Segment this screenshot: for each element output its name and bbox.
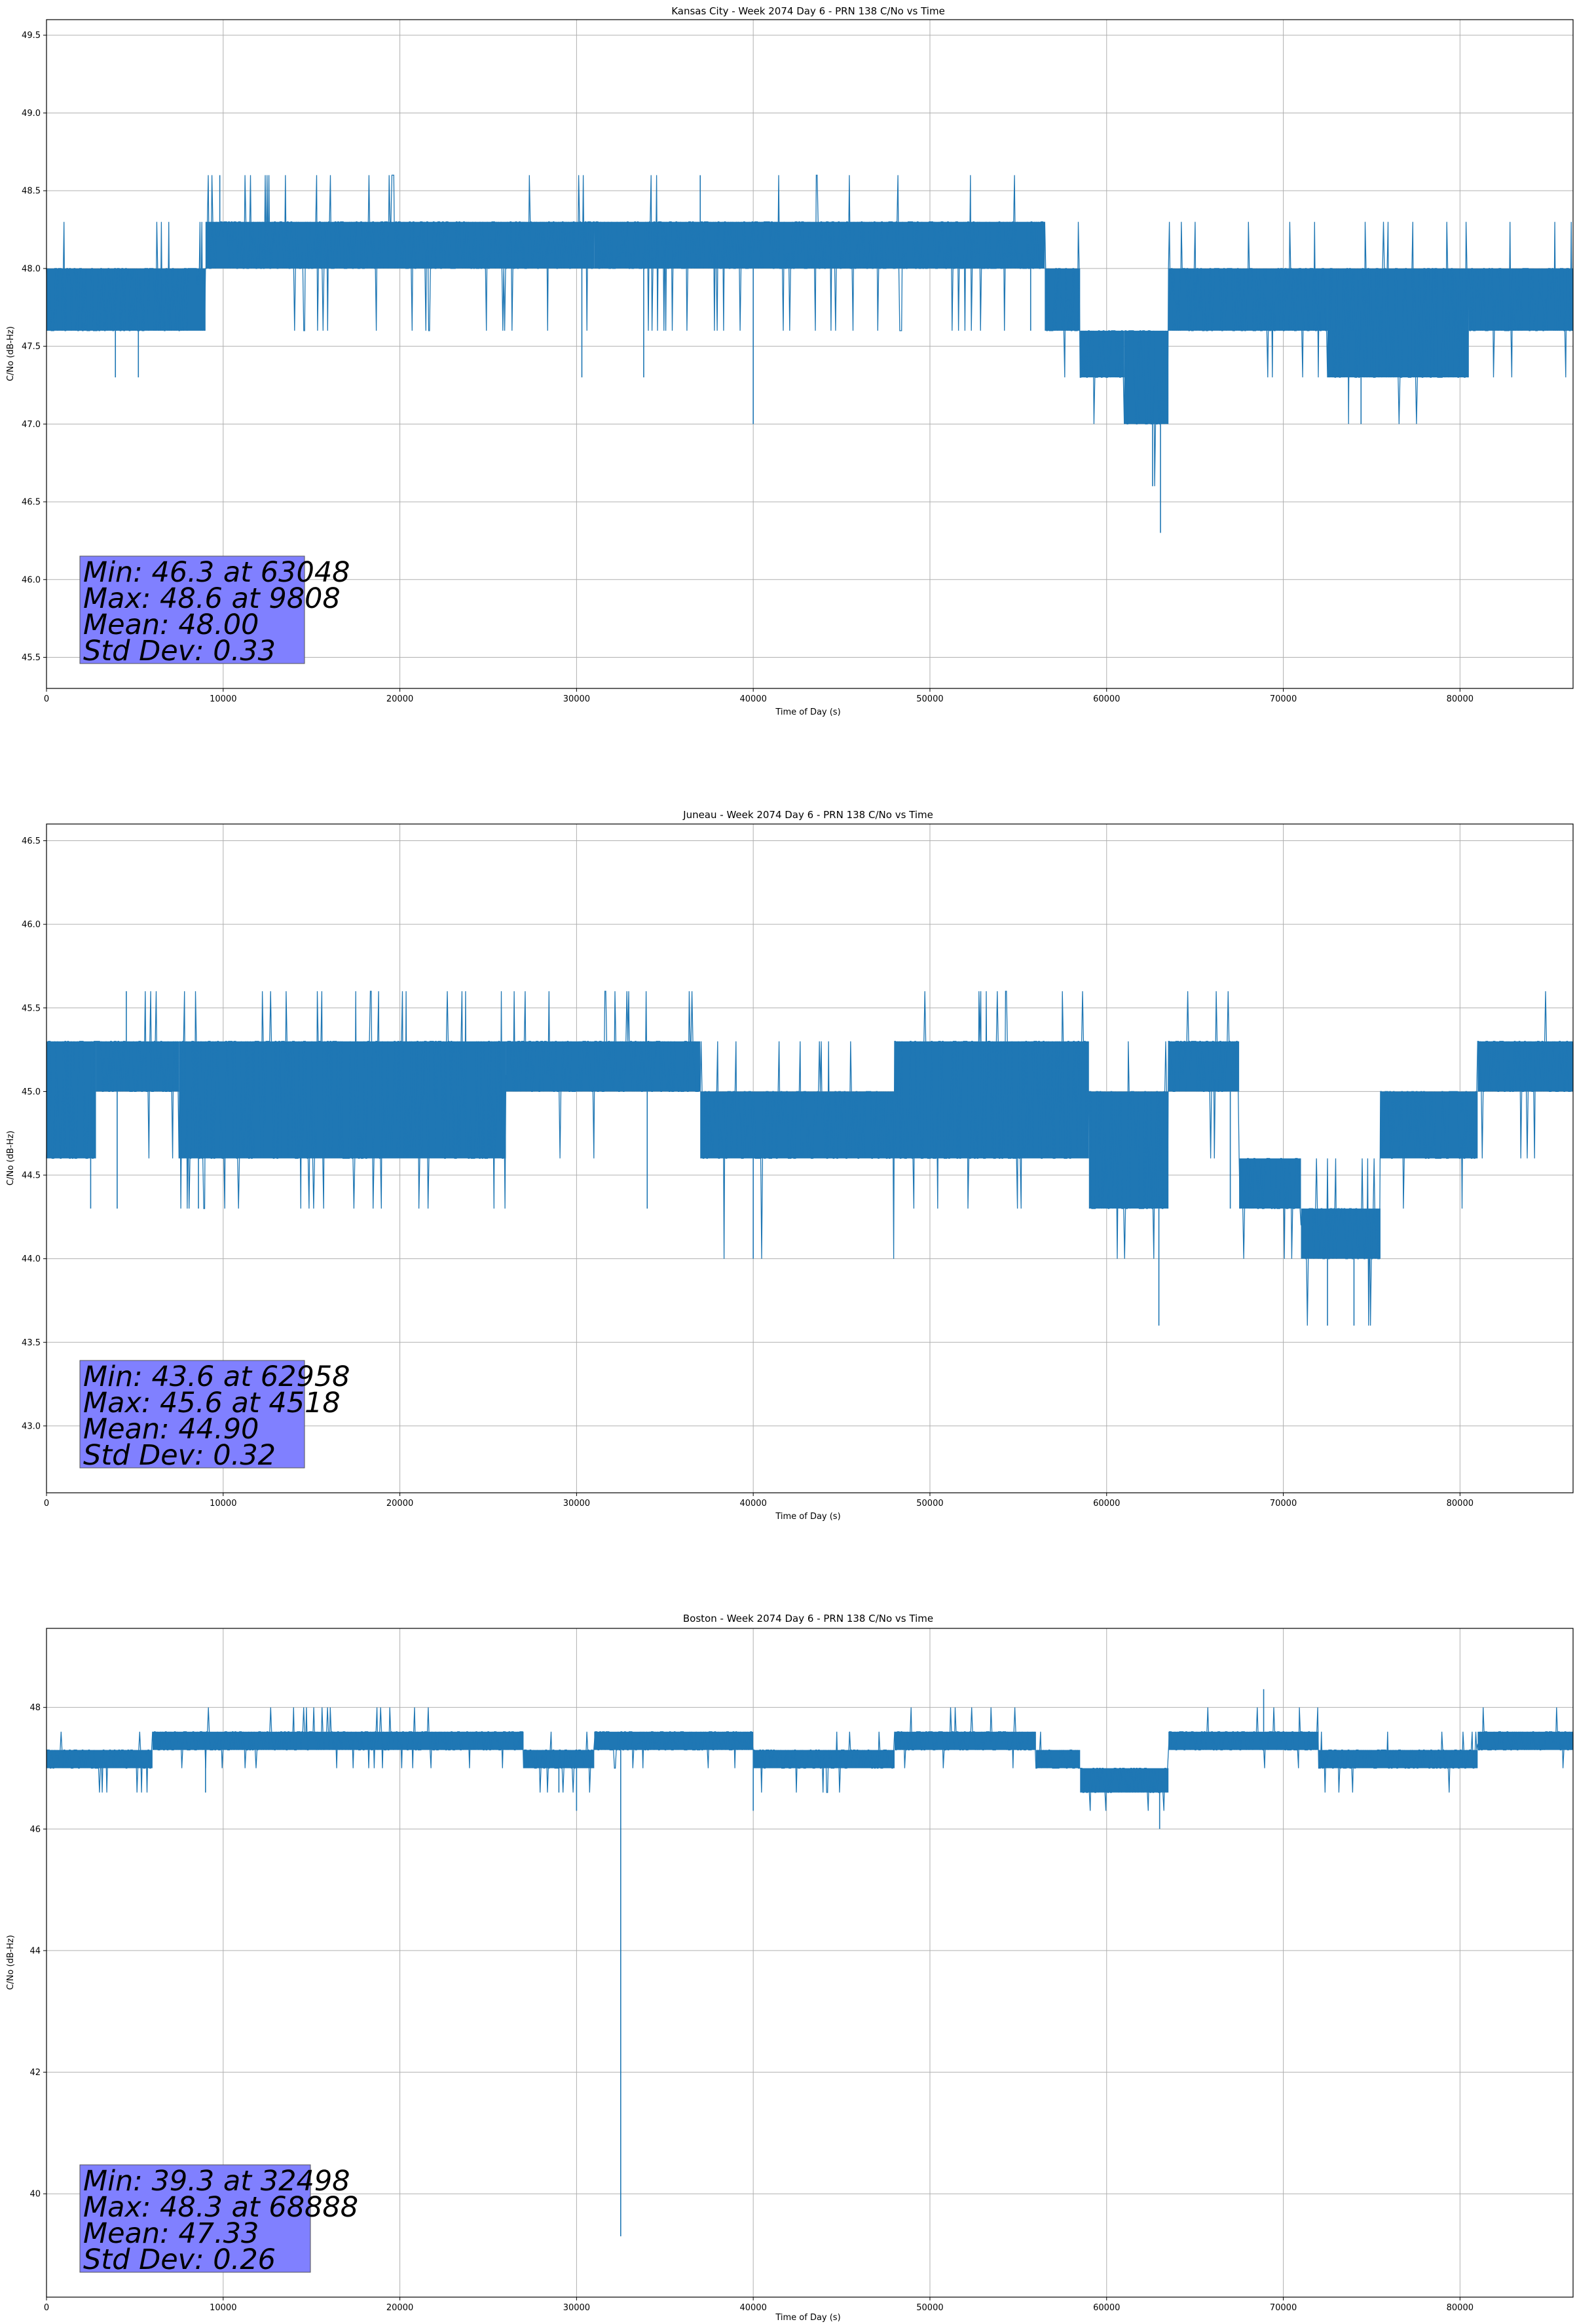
y-tick-label: 48.0 <box>22 264 41 274</box>
x-tick-label: 40000 <box>739 2303 766 2313</box>
x-tick-label: 30000 <box>563 2303 590 2313</box>
y-tick-label: 46.5 <box>22 498 41 508</box>
y-tick-label: 44.0 <box>22 1254 41 1264</box>
x-axis-label: Time of Day (s) <box>775 1512 840 1522</box>
series-line <box>46 174 1573 487</box>
y-tick-label: 45.5 <box>22 653 41 663</box>
x-tick-label: 0 <box>44 1499 49 1509</box>
stats-min: Min: 46.3 at 63048 <box>83 556 350 589</box>
y-axis-ticks: 40 42 44 46 48 <box>29 1703 46 2200</box>
stats-std-dev: Std Dev: 0.33 <box>83 635 276 667</box>
stats-box: Min: 46.3 at 63048 Max: 48.6 at 9808 Mea… <box>79 555 350 667</box>
y-tick-label: 43.5 <box>22 1338 41 1348</box>
series-line <box>46 990 1573 1326</box>
x-tick-label: 40000 <box>739 1499 766 1509</box>
y-tick-label: 47.5 <box>22 342 41 352</box>
stats-std-dev: Std Dev: 0.26 <box>83 2243 276 2276</box>
kansas-city-chart: Kansas City - Week 2074 Day 6 - PRN 138 … <box>6 5 1574 717</box>
stats-box-background <box>79 2164 311 2273</box>
plot-frame <box>46 1628 1574 2298</box>
stats-box: Min: 43.6 at 62958 Max: 45.6 at 4518 Mea… <box>79 1360 350 1472</box>
x-tick-label: 30000 <box>563 1499 590 1509</box>
x-axis-ticks: 0 10000 20000 30000 40000 50000 60000 70000 8000… <box>44 688 1474 704</box>
boston-chart: Boston - Week 2074 Day 6 - PRN 138 C/No … <box>6 1613 1574 2323</box>
y-tick-label: 48 <box>29 1703 41 1713</box>
stats-std-dev: Std Dev: 0.32 <box>83 1439 276 1472</box>
data-series <box>46 990 1573 1326</box>
x-tick-label: 50000 <box>916 2303 943 2313</box>
x-tick-label: 0 <box>44 694 49 704</box>
chart-title: Boston - Week 2074 Day 6 - PRN 138 C/No … <box>683 1613 933 1624</box>
x-tick-label: 50000 <box>916 694 943 704</box>
y-tick-label: 46.0 <box>22 575 41 585</box>
juneau-chart: Juneau - Week 2074 Day 6 - PRN 138 C/No … <box>6 809 1574 1522</box>
x-tick-label: 10000 <box>210 2303 236 2313</box>
chart-title: Kansas City - Week 2074 Day 6 - PRN 138 … <box>671 5 945 17</box>
y-tick-label: 49.5 <box>22 31 41 41</box>
y-tick-label: 43.0 <box>22 1421 41 1431</box>
x-tick-label: 80000 <box>1447 694 1474 704</box>
x-tick-label: 60000 <box>1093 2303 1120 2313</box>
stats-mean: Mean: 47.33 <box>83 2217 259 2250</box>
stats-min: Min: 43.6 at 62958 <box>83 1360 350 1393</box>
data-series <box>46 1689 1573 2237</box>
stats-box-background <box>79 1360 305 1469</box>
stats-max: Max: 45.6 at 4518 <box>83 1387 341 1419</box>
y-tick-label: 49.0 <box>22 109 41 119</box>
y-tick-label: 48.5 <box>22 187 41 197</box>
x-tick-label: 60000 <box>1093 694 1120 704</box>
y-tick-label: 45.0 <box>22 1087 41 1097</box>
y-tick-label: 47.0 <box>22 420 41 430</box>
x-tick-label: 50000 <box>916 1499 943 1509</box>
stats-box-background <box>79 555 305 664</box>
y-tick-label: 40 <box>29 2190 41 2200</box>
y-axis-ticks: 45.5 46.0 46.5 47.0 47.5 48.0 48.5 49.0 49.5 <box>22 31 46 663</box>
x-axis-label: Time of Day (s) <box>775 707 840 717</box>
y-tick-label: 44.5 <box>22 1171 41 1181</box>
y-tick-label: 46.5 <box>22 836 41 846</box>
y-tick-label: 45.5 <box>22 1003 41 1013</box>
stats-box: Min: 39.3 at 32498 Max: 48.3 at 68888 Me… <box>79 2164 358 2276</box>
y-axis-label: C/No (dB-Hz) <box>6 326 16 381</box>
x-tick-label: 70000 <box>1270 694 1297 704</box>
x-tick-label: 40000 <box>739 694 766 704</box>
x-tick-label: 60000 <box>1093 1499 1120 1509</box>
x-axis-ticks: 0 10000 20000 30000 40000 50000 60000 70000 8000… <box>44 1493 1474 1509</box>
x-tick-label: 80000 <box>1447 2303 1474 2313</box>
y-axis-label: C/No (dB-Hz) <box>6 1935 16 1990</box>
y-axis-ticks: 43.0 43.5 44.0 44.5 45.0 45.5 46.0 46.5 <box>22 836 46 1431</box>
stats-max: Max: 48.6 at 9808 <box>83 582 341 615</box>
x-tick-label: 10000 <box>210 1499 236 1509</box>
y-tick-label: 46.0 <box>22 920 41 930</box>
y-tick-label: 46 <box>29 1825 41 1835</box>
x-tick-label: 10000 <box>210 694 236 704</box>
data-series <box>46 174 1573 533</box>
plot-frame <box>46 19 1574 689</box>
x-tick-label: 70000 <box>1270 2303 1297 2313</box>
y-axis-label: C/No (dB-Hz) <box>6 1131 16 1186</box>
plot-frame <box>46 823 1574 1493</box>
x-tick-label: 0 <box>44 2303 49 2313</box>
stats-mean: Mean: 44.90 <box>83 1413 259 1446</box>
x-axis-ticks: 0 10000 20000 30000 40000 50000 60000 70000 8000… <box>44 2297 1474 2313</box>
x-tick-label: 70000 <box>1270 1499 1297 1509</box>
y-tick-label: 42 <box>29 2068 41 2078</box>
stats-max: Max: 48.3 at 68888 <box>83 2191 358 2224</box>
series-line <box>46 1707 1573 1811</box>
x-tick-label: 20000 <box>386 694 413 704</box>
x-tick-label: 30000 <box>563 694 590 704</box>
x-tick-label: 80000 <box>1447 1499 1474 1509</box>
stats-mean: Mean: 48.00 <box>83 609 259 641</box>
x-axis-label: Time of Day (s) <box>775 2313 840 2323</box>
y-tick-label: 44 <box>29 1946 41 1956</box>
x-tick-label: 20000 <box>386 1499 413 1509</box>
chart-title: Juneau - Week 2074 Day 6 - PRN 138 C/No … <box>682 809 933 821</box>
x-tick-label: 20000 <box>386 2303 413 2313</box>
stats-min: Min: 39.3 at 32498 <box>83 2165 350 2198</box>
